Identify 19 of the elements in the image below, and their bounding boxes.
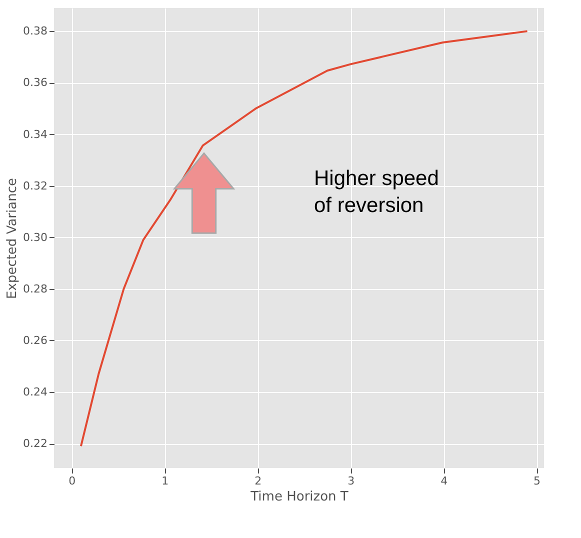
x-tick-label: 0 xyxy=(68,474,76,488)
y-tick-label: 0.24 xyxy=(23,385,48,398)
annotation: Higher speed of reversion xyxy=(314,167,439,217)
y-tick-label: 0.22 xyxy=(23,437,48,450)
x-tick-label: 3 xyxy=(348,474,355,488)
x-tick-label: 5 xyxy=(534,474,541,488)
x-tick-label: 1 xyxy=(162,474,169,488)
y-tick-label: 0.38 xyxy=(23,24,48,38)
y-tick-label: 0.34 xyxy=(23,128,48,141)
x-tick-label: 2 xyxy=(254,474,262,488)
y-tick-label: 0.36 xyxy=(23,76,48,90)
y-tick-label: 0.26 xyxy=(23,334,48,347)
y-tick-label: 0.32 xyxy=(23,179,48,192)
y-axis-title: Expected Variance xyxy=(5,178,20,299)
line-series xyxy=(80,30,528,448)
x-axis-title: Time Horizon T xyxy=(250,490,348,504)
y-tick-label: 0.28 xyxy=(23,282,48,296)
x-tick-label: 4 xyxy=(440,474,448,488)
y-tick-label: 0.30 xyxy=(23,230,48,244)
